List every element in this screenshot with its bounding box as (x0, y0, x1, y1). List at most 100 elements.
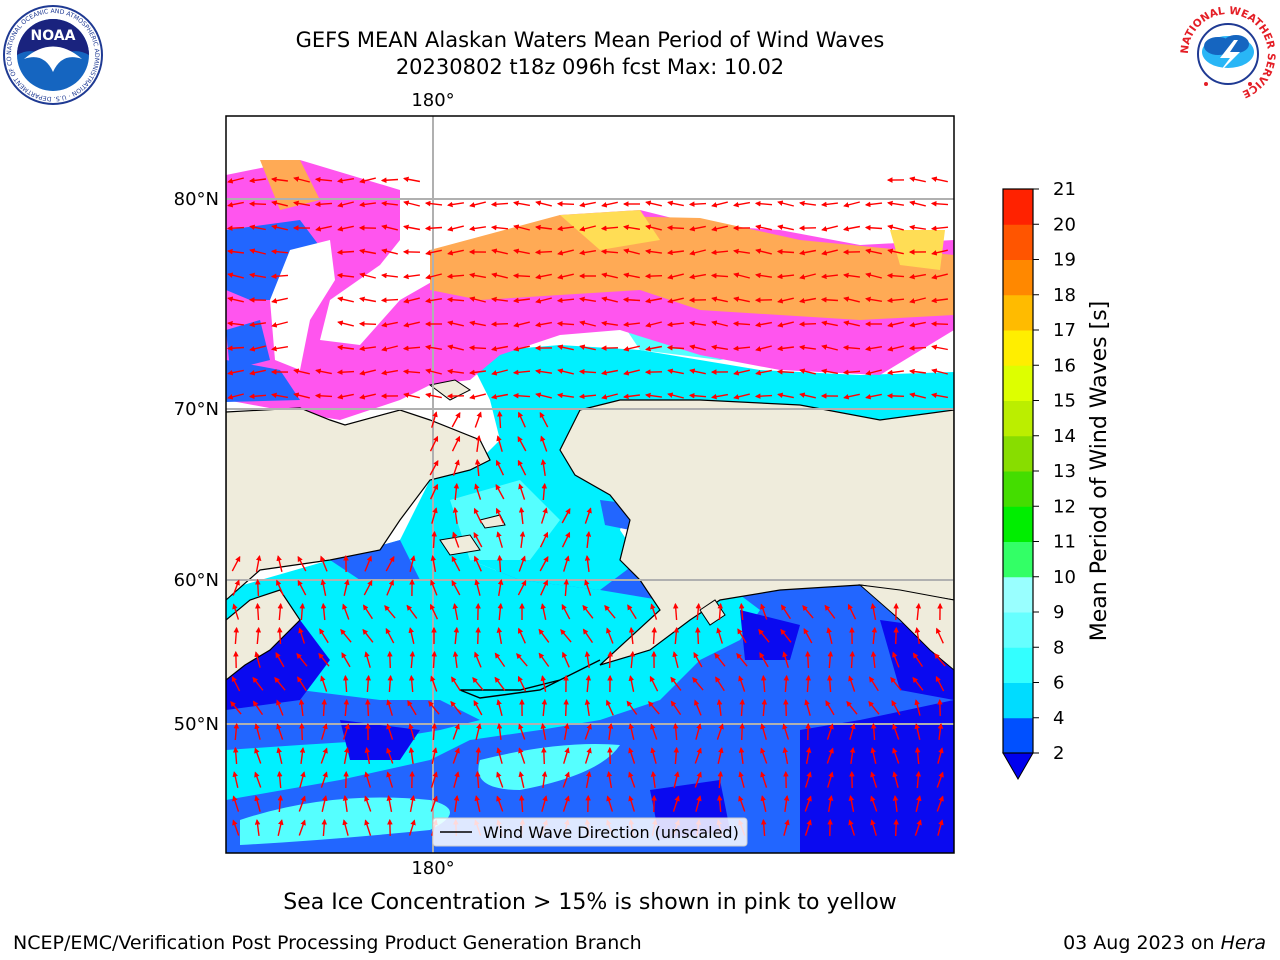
wave-direction-arrow (336, 177, 355, 184)
wave-direction-arrow (865, 369, 882, 376)
wave-direction-arrow (518, 747, 526, 764)
wave-direction-arrow (799, 273, 816, 280)
wave-direction-arrow (886, 369, 904, 376)
wave-direction-arrow (453, 794, 460, 812)
wave-direction-arrow (755, 345, 772, 352)
wave-direction-arrow (870, 795, 878, 812)
wave-direction-arrow (755, 369, 772, 376)
wave-direction-arrow (556, 201, 575, 207)
wave-direction-arrow (689, 368, 706, 375)
wave-direction-arrow (226, 248, 244, 255)
wave-direction-arrow (557, 249, 574, 256)
wave-direction-arrow (909, 321, 926, 328)
wave-direction-arrow (424, 344, 443, 351)
wave-direction-arrow (758, 628, 770, 643)
wave-direction-arrow (849, 650, 856, 669)
wave-direction-arrow (475, 626, 481, 645)
wave-direction-arrow (540, 458, 547, 477)
wave-direction-arrow (805, 650, 811, 669)
wave-direction-arrow (270, 273, 289, 280)
wave-direction-arrow (490, 201, 509, 208)
colorbar-tick-label: 2 (1053, 743, 1064, 764)
wave-direction-arrow (474, 795, 481, 812)
wave-direction-arrow (233, 626, 240, 645)
wave-direction-arrow (689, 225, 706, 232)
wave-direction-arrow (359, 369, 376, 376)
wave-direction-arrow (716, 698, 723, 716)
wave-direction-arrow (248, 177, 266, 184)
wave-direction-arrow (513, 224, 530, 231)
colorbar-tick-label: 9 (1053, 602, 1064, 623)
wave-direction-arrow (490, 224, 509, 231)
wave-direction-arrow (738, 602, 745, 621)
wave-direction-arrow (777, 224, 794, 231)
wave-direction-arrow (930, 321, 949, 327)
wave-direction-arrow (271, 224, 288, 231)
wave-direction-arrow (821, 225, 838, 232)
wave-direction-arrow (490, 393, 509, 400)
wave-direction-arrow (270, 345, 289, 352)
wave-direction-arrow (519, 530, 526, 548)
wave-direction-arrow (870, 747, 877, 764)
wave-direction-arrow (887, 224, 904, 231)
wave-direction-arrow (673, 626, 680, 645)
wave-direction-arrow (512, 392, 531, 399)
wave-direction-arrow (343, 698, 350, 717)
wave-direction-arrow (512, 369, 531, 376)
wave-direction-arrow (563, 747, 570, 764)
wave-direction-arrow (337, 296, 354, 303)
wave-direction-arrow (892, 747, 900, 764)
wave-direction-arrow (556, 225, 574, 232)
wave-direction-arrow (408, 819, 416, 836)
wave-direction-arrow (761, 698, 768, 717)
wave-direction-arrow (930, 200, 949, 207)
colorbar-tick-label: 18 (1053, 285, 1076, 306)
wave-direction-arrow (584, 723, 592, 740)
wave-direction-arrow (535, 200, 552, 207)
wave-direction-arrow (717, 747, 724, 764)
wave-direction-arrow (886, 272, 905, 279)
wave-direction-arrow (517, 675, 527, 692)
wave-direction-arrow (868, 700, 880, 715)
wave-direction-arrow (689, 249, 706, 256)
wave-direction-arrow (474, 458, 481, 477)
wave-direction-arrow (892, 771, 899, 788)
wave-direction-arrow (688, 320, 707, 327)
map-subtitle: 20230802 t18z 096h fcst Max: 10.02 (395, 55, 785, 79)
wave-direction-arrow (826, 627, 833, 644)
wave-direction-arrow (337, 201, 354, 208)
wave-direction-arrow (298, 698, 305, 716)
wave-direction-arrow (870, 771, 878, 788)
wave-direction-arrow (380, 200, 398, 207)
wave-direction-arrow (584, 507, 592, 524)
wave-direction-arrow (600, 369, 619, 376)
wave-direction-arrow (230, 701, 242, 715)
wave-direction-arrow (887, 321, 904, 328)
colorbar-segment (1003, 471, 1033, 507)
wave-direction-arrow (340, 628, 352, 643)
wave-direction-arrow (908, 273, 927, 280)
wave-direction-arrow (232, 795, 240, 812)
wave-direction-arrow (539, 531, 549, 548)
colorbar-ticks: 2 4 6 8 9 10 11 12 13 14 15 16 17 18 19 20 21 (1033, 179, 1076, 764)
wave-direction-arrow (358, 321, 377, 327)
wave-direction-arrow (666, 344, 685, 351)
wave-direction-arrow (843, 320, 860, 327)
wave-direction-arrow (430, 675, 438, 692)
wave-direction-arrow (496, 410, 503, 429)
wave-direction-arrow (496, 626, 503, 645)
wave-direction-arrow (760, 818, 767, 837)
wave-direction-arrow (799, 392, 816, 399)
wave-direction-arrow (496, 747, 503, 764)
wave-direction-arrow (252, 700, 264, 715)
wave-direction-arrow (777, 321, 794, 328)
noaa-logo-icon: NATIONAL OCEANIC AND ATMOSPHERIC ADMINIS… (2, 4, 103, 105)
wave-direction-arrow (424, 200, 443, 207)
wave-direction-arrow (402, 224, 421, 231)
wave-direction-arrow (648, 701, 660, 715)
wave-direction-arrow (403, 200, 420, 207)
wave-direction-arrow (270, 176, 288, 183)
colorbar-label: Mean Period of Wind Waves [s] (1087, 301, 1112, 641)
wave-direction-arrow (364, 771, 371, 788)
wave-direction-arrow (694, 699, 702, 716)
